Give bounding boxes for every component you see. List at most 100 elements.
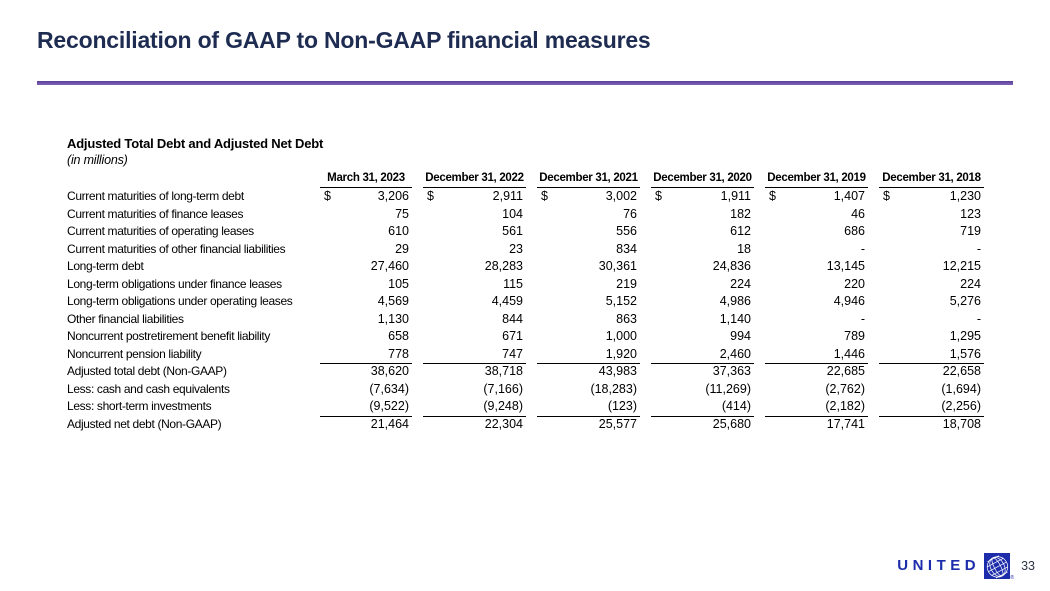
value-cell: 4,459 [423, 293, 526, 311]
value: (2,182) [825, 399, 865, 413]
value: (9,248) [483, 399, 523, 413]
value-cell: 76 [537, 206, 640, 224]
value-cell: 1,446 [765, 346, 868, 364]
value-cell: 27,460 [320, 258, 412, 276]
value: 18 [737, 241, 751, 256]
value-cell: 18 [651, 241, 754, 259]
row-label: Adjusted net debt (Non-GAAP) [67, 416, 222, 431]
value: (7,634) [369, 381, 409, 396]
value-cell: $2,911 [423, 188, 526, 206]
value-cell: 789 [765, 328, 868, 346]
value: (7,166) [483, 381, 523, 396]
value-cell: (414) [651, 398, 754, 417]
currency-symbol: $ [769, 189, 776, 203]
value-cell: 46 [765, 206, 868, 224]
value-cell: 686 [765, 223, 868, 241]
value: 844 [502, 311, 523, 326]
value-cell: 4,986 [651, 293, 754, 311]
value: 17,741 [826, 416, 865, 431]
value-cell: 25,680 [651, 416, 754, 434]
row-label: Long-term obligations under operating le… [67, 294, 293, 308]
currency-symbol: $ [324, 189, 331, 203]
row-label: Adjusted total debt (Non-GAAP) [67, 364, 227, 378]
value: (11,269) [705, 381, 751, 396]
value-cell: $1,230 [879, 188, 984, 206]
value-cell: 1,295 [879, 328, 984, 346]
row-label: Other financial liabilities [67, 311, 184, 326]
value-cell: 863 [537, 311, 640, 329]
value: 27,460 [370, 259, 409, 273]
value-cell: 17,741 [765, 416, 868, 434]
value-cell: (2,182) [765, 398, 868, 417]
value-cell: 556 [537, 223, 640, 241]
value: 22,658 [942, 364, 981, 378]
table-row: Less: short-term investments (9,522) (9,24… [67, 398, 997, 417]
value: (2,256) [941, 399, 981, 413]
value: 1,295 [949, 329, 981, 343]
value: - [976, 311, 981, 326]
value-cell: 4,569 [320, 293, 412, 311]
value-cell: 24,836 [651, 258, 754, 276]
value: 1,230 [949, 189, 981, 203]
value: 747 [502, 346, 523, 361]
row-label: Current maturities of long-term debt [67, 189, 244, 203]
value-cell: 224 [879, 276, 984, 294]
value: 1,920 [605, 346, 637, 361]
value-cell: $3,206 [320, 188, 412, 206]
value: 863 [616, 311, 637, 326]
value-cell: 4,946 [765, 293, 868, 311]
row-label: Noncurrent postretirement benefit liabil… [67, 329, 271, 343]
value: 25,680 [712, 416, 751, 431]
value: 46 [851, 206, 865, 221]
value-cell: 778 [320, 346, 412, 364]
value-cell: 1,576 [879, 346, 984, 364]
value: (414) [721, 399, 751, 413]
column-header: March 31, 2023 [320, 170, 412, 188]
currency-symbol: $ [541, 189, 548, 203]
value: 1,911 [720, 189, 751, 203]
value: 4,459 [491, 294, 523, 308]
table-row: Current maturities of finance leases 75 10… [67, 206, 997, 224]
row-label: Long-term debt [67, 259, 144, 273]
value: 1,000 [605, 329, 637, 343]
value-cell: 25,577 [537, 416, 640, 434]
value: 24,836 [712, 259, 751, 273]
value-cell: 28,283 [423, 258, 526, 276]
value: 561 [502, 224, 523, 238]
currency-symbol: $ [655, 189, 662, 203]
value-cell: (2,762) [765, 381, 868, 399]
value-cell: 994 [651, 328, 754, 346]
value: 1,576 [949, 346, 981, 361]
value-cell: 38,620 [320, 363, 412, 381]
row-label: Noncurrent pension liability [67, 346, 202, 361]
value: 38,718 [484, 364, 523, 378]
value-cell: 43,983 [537, 363, 640, 381]
page-title: Reconciliation of GAAP to Non-GAAP finan… [37, 27, 651, 53]
value: 5,276 [949, 294, 981, 308]
value: 123 [960, 206, 981, 221]
value: 658 [388, 329, 409, 343]
value: 3,206 [377, 189, 409, 203]
value-cell: 182 [651, 206, 754, 224]
value: 1,130 [377, 311, 409, 326]
value-cell: 220 [765, 276, 868, 294]
value-cell: (9,522) [320, 398, 412, 417]
value-cell: 115 [423, 276, 526, 294]
registered-mark: ® [1010, 575, 1015, 581]
value-cell: 104 [423, 206, 526, 224]
value-cell: 30,361 [537, 258, 640, 276]
value: 28,283 [484, 259, 523, 273]
value-cell: 612 [651, 223, 754, 241]
united-wordmark: UNITED [897, 557, 981, 574]
value: 789 [844, 329, 865, 343]
value-cell: 219 [537, 276, 640, 294]
value-cell: 37,363 [651, 363, 754, 381]
value: 182 [730, 206, 751, 221]
units-note: (in millions) [67, 153, 128, 167]
value: 30,361 [598, 259, 637, 273]
value-cell: 671 [423, 328, 526, 346]
value: 1,407 [833, 189, 865, 203]
value: 686 [844, 224, 865, 238]
column-header: December 31, 2022 [423, 170, 526, 188]
value: 4,946 [833, 294, 865, 308]
